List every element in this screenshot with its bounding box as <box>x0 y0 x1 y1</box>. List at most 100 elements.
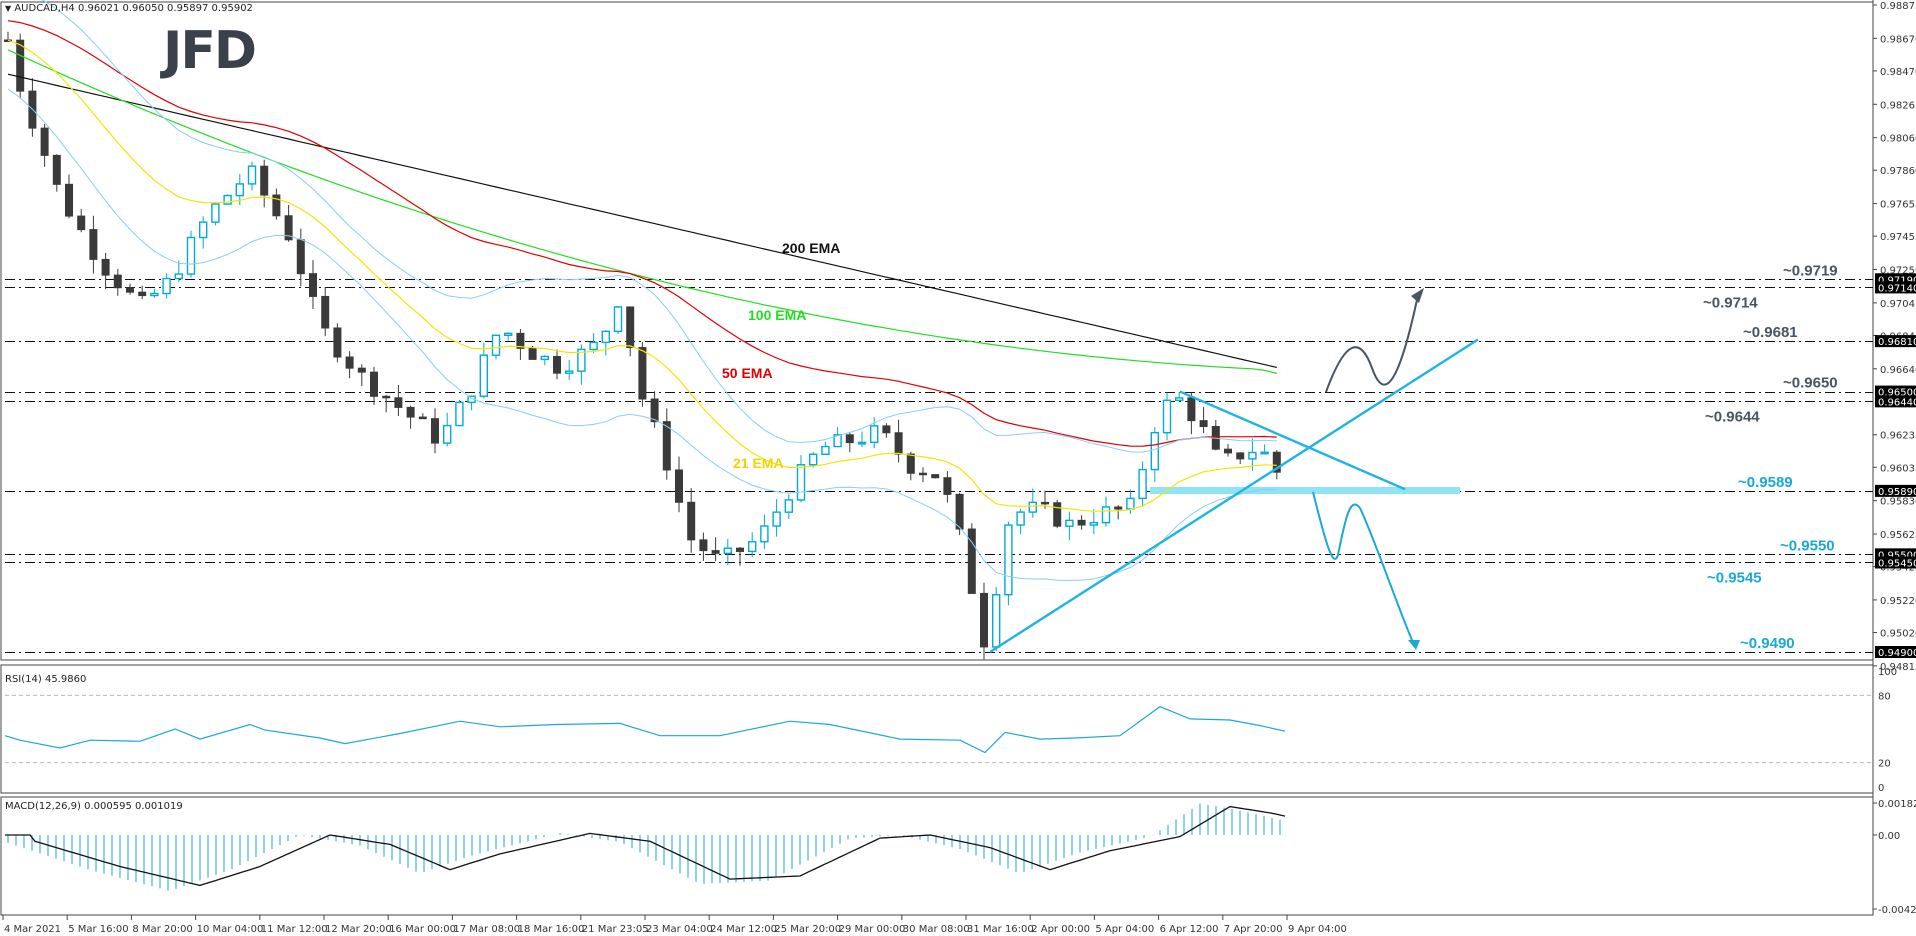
price-level-tag: 0.95890 <box>1878 487 1916 498</box>
bull-candle <box>784 499 793 513</box>
bull-candle <box>992 594 1001 648</box>
time-tick-label: 10 Mar 04:00 <box>197 924 264 935</box>
bear-candle <box>845 434 854 444</box>
level-label: ~0.9644 <box>1705 408 1760 425</box>
bear-candle <box>1077 519 1086 526</box>
bear-candle <box>980 592 988 648</box>
bear-candle <box>687 501 696 541</box>
price-level-tag: 0.95500 <box>1878 550 1916 561</box>
time-tick-label: 17 Mar 08:00 <box>453 924 520 935</box>
bear-candle <box>126 287 134 293</box>
time-tick-label: 30 Mar 08:00 <box>903 924 970 935</box>
bear-candle <box>1041 501 1049 505</box>
ema-label: 100 EMA <box>748 307 806 323</box>
bear-candle <box>40 127 49 156</box>
candlesticks[interactable] <box>4 31 1281 660</box>
bear-candle <box>370 371 378 397</box>
rsi-line[interactable] <box>4 705 1286 754</box>
jfd-logo: JFD <box>160 21 255 81</box>
bull-candle <box>540 355 549 361</box>
bear-candle <box>919 472 927 476</box>
macd-histogram[interactable] <box>7 803 1281 891</box>
bull-candle <box>174 273 184 280</box>
bear-candle <box>1053 502 1062 527</box>
bear-candle <box>406 406 415 418</box>
bear-candle <box>345 356 354 369</box>
time-tick-label: 4 Mar 2021 <box>4 924 61 935</box>
bull-candle <box>809 453 818 466</box>
bull-candle <box>1150 431 1160 471</box>
falling-trendline[interactable] <box>1179 390 1406 491</box>
time-tick-label: 29 Mar 00:00 <box>839 924 906 935</box>
bull-candle <box>1089 521 1099 526</box>
bear-candle <box>16 39 25 92</box>
time-tick-label: 31 Mar 16:00 <box>967 924 1034 935</box>
level-label: ~0.9589 <box>1738 474 1793 491</box>
time-tick-label: 12 Mar 20:00 <box>325 924 392 935</box>
time-tick-label: 16 Mar 00:00 <box>389 924 456 935</box>
bull-candle <box>247 165 257 185</box>
bear-candle <box>967 528 976 594</box>
bull-candle <box>1028 501 1038 513</box>
bull-candle <box>1162 399 1172 434</box>
price-level-tag: 0.95450 <box>1878 558 1916 569</box>
bear-candle <box>101 258 110 276</box>
bearish-scenario-arrow[interactable] <box>1312 491 1415 646</box>
bull-candle <box>1248 451 1257 460</box>
bull-candle <box>198 221 208 239</box>
bear-candle <box>394 397 403 408</box>
price-tick-label: 0.98875 <box>1880 1 1916 12</box>
bear-candle <box>296 239 305 275</box>
bear-candle <box>52 154 61 185</box>
bear-candle <box>321 295 330 329</box>
time-tick-label: 11 Mar 12:00 <box>261 924 328 935</box>
bull-candle <box>760 525 769 543</box>
ema-100-line[interactable] <box>7 49 1277 375</box>
time-tick-label: 23 Mar 04:00 <box>646 924 713 935</box>
bear-candle <box>77 215 86 231</box>
support-zone[interactable] <box>1150 487 1460 494</box>
price-tick-label: 0.96235 <box>1880 431 1916 442</box>
bear-candle <box>260 165 269 196</box>
bull-candle <box>235 183 245 197</box>
ema-21-line[interactable] <box>7 39 1277 512</box>
bullish-scenario-arrow[interactable] <box>1325 294 1419 393</box>
rsi-label: RSI(14) 45.9860 <box>5 674 87 685</box>
collapse-triangle-icon[interactable]: ▼ <box>5 4 12 13</box>
bear-candle <box>1236 452 1245 460</box>
bear-candle <box>272 194 281 217</box>
bull-candle <box>479 354 488 397</box>
rsi-axis-label: 20 <box>1878 759 1891 770</box>
time-tick-label: 25 Mar 20:00 <box>774 924 841 935</box>
price-level-tag: 0.94900 <box>1878 648 1916 659</box>
bear-candle <box>89 229 98 260</box>
price-level-tag: 0.96440 <box>1878 397 1916 408</box>
bear-candle <box>736 547 744 552</box>
level-label: ~0.9681 <box>1743 324 1798 341</box>
time-tick-label: 21 Mar 23:05 <box>582 924 649 935</box>
ema-50-line[interactable] <box>7 20 1277 447</box>
ema-200-line[interactable] <box>7 73 1277 368</box>
level-label: ~0.9550 <box>1780 537 1835 554</box>
bollinger-upper[interactable] <box>8 0 1277 453</box>
bull-candle <box>870 425 879 444</box>
time-tick-label: 5 Apr 04:00 <box>1095 924 1154 935</box>
macd-signal-line[interactable] <box>5 805 1286 887</box>
level-label: ~0.9714 <box>1703 294 1758 311</box>
rsi-axis-label: 0 <box>1878 783 1884 794</box>
rising-trendline[interactable] <box>989 338 1479 654</box>
bollinger-lower[interactable] <box>7 88 1277 581</box>
time-axis[interactable]: 4 Mar 2021 5 Mar 16:00 8 Mar 20:00 10 Mar 0… <box>2 915 1347 935</box>
time-tick-label: 6 Apr 12:00 <box>1160 924 1219 935</box>
bull-candle <box>857 441 867 445</box>
bull-candle <box>1126 497 1135 510</box>
up-arrowhead-icon <box>1411 288 1424 303</box>
price-level-tag: 0.96500 <box>1878 388 1916 399</box>
bear-candle <box>333 327 342 358</box>
bear-candle <box>943 477 952 495</box>
